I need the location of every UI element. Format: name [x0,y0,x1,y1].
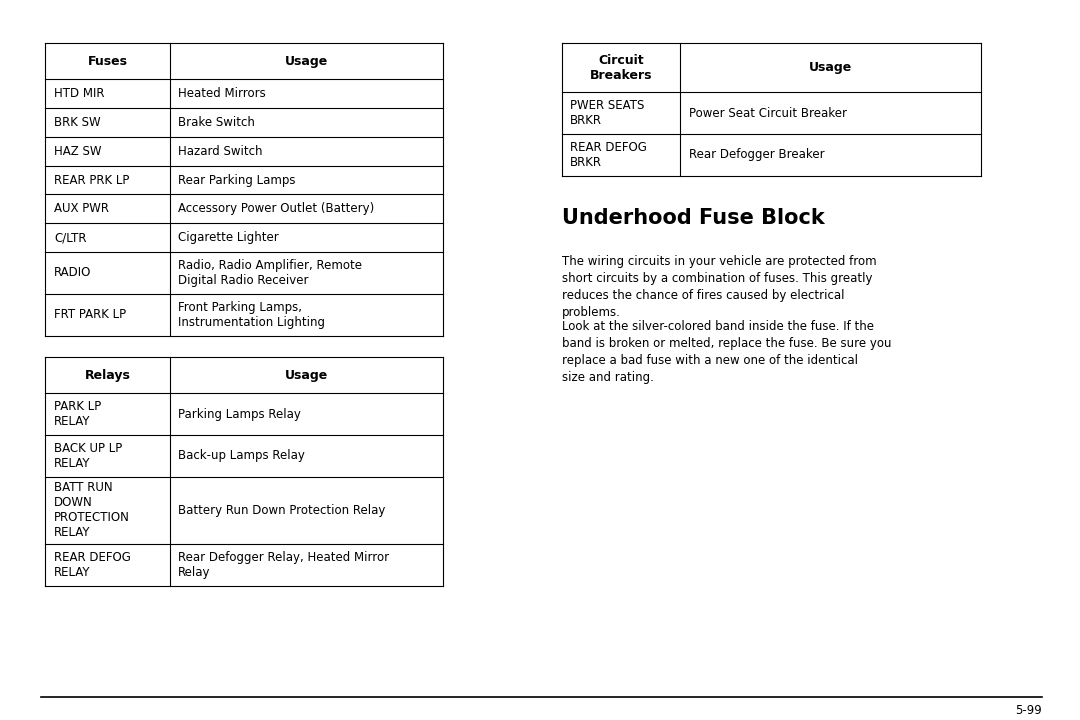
Text: Underhood Fuse Block: Underhood Fuse Block [562,208,824,228]
Text: FRT PARK LP: FRT PARK LP [54,308,126,321]
Text: Brake Switch: Brake Switch [178,116,255,129]
Text: Rear Parking Lamps: Rear Parking Lamps [178,174,296,186]
Text: REAR DEFOG
BRKR: REAR DEFOG BRKR [570,141,647,168]
Text: Hazard Switch: Hazard Switch [178,145,262,158]
Text: Look at the silver-colored band inside the fuse. If the
band is broken or melted: Look at the silver-colored band inside t… [562,320,891,384]
Text: Rear Defogger Breaker: Rear Defogger Breaker [689,148,825,161]
Text: PARK LP
RELAY: PARK LP RELAY [54,400,102,428]
Text: Fuses: Fuses [87,55,127,68]
Text: Usage: Usage [809,61,852,74]
Text: HTD MIR: HTD MIR [54,87,105,100]
Text: Usage: Usage [284,369,328,382]
Text: AUX PWR: AUX PWR [54,202,109,215]
Text: 5-99: 5-99 [1015,704,1042,717]
Text: RADIO: RADIO [54,266,92,279]
Text: Radio, Radio Amplifier, Remote
Digital Radio Receiver: Radio, Radio Amplifier, Remote Digital R… [178,259,362,287]
Text: Back-up Lamps Relay: Back-up Lamps Relay [178,449,305,462]
Text: Cigarette Lighter: Cigarette Lighter [178,231,279,244]
Text: HAZ SW: HAZ SW [54,145,102,158]
Text: Heated Mirrors: Heated Mirrors [178,87,266,100]
Text: Circuit
Breakers: Circuit Breakers [590,54,652,81]
Text: BACK UP LP
RELAY: BACK UP LP RELAY [54,442,122,469]
Text: Usage: Usage [284,55,328,68]
Text: REAR PRK LP: REAR PRK LP [54,174,130,186]
Text: C/LTR: C/LTR [54,231,86,244]
Text: Battery Run Down Protection Relay: Battery Run Down Protection Relay [178,504,386,517]
Text: The wiring circuits in your vehicle are protected from
short circuits by a combi: The wiring circuits in your vehicle are … [562,255,876,319]
Text: PWER SEATS
BRKR: PWER SEATS BRKR [570,99,645,127]
Text: Relays: Relays [84,369,131,382]
Text: REAR DEFOG
RELAY: REAR DEFOG RELAY [54,552,131,579]
Text: Parking Lamps Relay: Parking Lamps Relay [178,408,301,420]
Text: Power Seat Circuit Breaker: Power Seat Circuit Breaker [689,107,847,120]
Text: Accessory Power Outlet (Battery): Accessory Power Outlet (Battery) [178,202,375,215]
Text: BRK SW: BRK SW [54,116,100,129]
Text: Rear Defogger Relay, Heated Mirror
Relay: Rear Defogger Relay, Heated Mirror Relay [178,552,389,579]
Text: Front Parking Lamps,
Instrumentation Lighting: Front Parking Lamps, Instrumentation Lig… [178,301,325,328]
Text: BATT RUN
DOWN
PROTECTION
RELAY: BATT RUN DOWN PROTECTION RELAY [54,482,130,539]
